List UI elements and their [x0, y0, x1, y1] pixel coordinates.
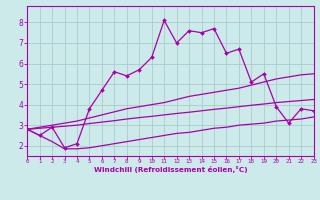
X-axis label: Windchill (Refroidissement éolien,°C): Windchill (Refroidissement éolien,°C): [93, 166, 247, 173]
